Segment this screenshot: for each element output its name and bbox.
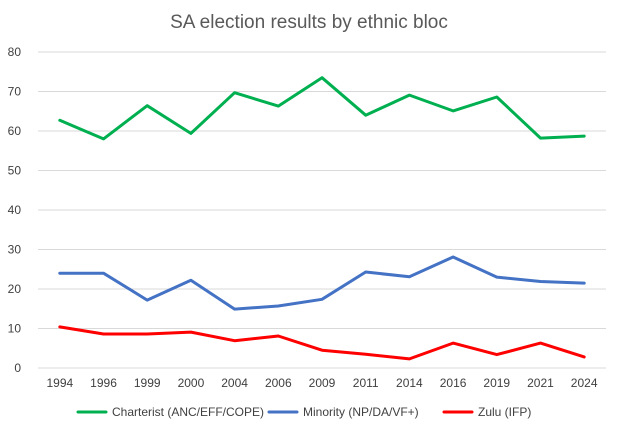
series-lines bbox=[58, 76, 586, 361]
data-point bbox=[408, 275, 411, 278]
x-tick-label: 2004 bbox=[221, 376, 248, 390]
x-tick-label: 2016 bbox=[440, 376, 467, 390]
data-point bbox=[233, 339, 236, 342]
x-tick-label: 2011 bbox=[353, 376, 379, 390]
x-tick-label: 1994 bbox=[46, 376, 73, 390]
y-tick-label: 10 bbox=[8, 322, 22, 336]
data-point bbox=[102, 332, 105, 336]
data-point bbox=[495, 353, 498, 356]
data-point bbox=[58, 119, 62, 122]
data-point bbox=[408, 357, 411, 361]
series-line bbox=[58, 76, 586, 141]
data-point bbox=[320, 298, 324, 301]
legend: Charterist (ANC/EFF/COPE) Minority (NP/DA… bbox=[76, 405, 531, 419]
legend-item: Charterist (ANC/EFF/COPE) bbox=[76, 405, 264, 419]
x-axis-ticks: 1994 1996 1999 2000 2004 2006 2009 2011 2014 2016… bbox=[46, 376, 597, 390]
data-point bbox=[277, 104, 280, 108]
x-tick-label: 1996 bbox=[90, 376, 117, 390]
y-tick-label: 40 bbox=[8, 203, 22, 217]
legend-label: Zulu (IFP) bbox=[478, 405, 531, 419]
x-tick-label: 2024 bbox=[571, 376, 598, 390]
data-point bbox=[189, 279, 193, 282]
data-point bbox=[364, 352, 367, 356]
data-point bbox=[146, 298, 149, 302]
data-point bbox=[582, 134, 586, 138]
gridlines bbox=[38, 51, 606, 369]
data-point bbox=[102, 272, 105, 275]
data-point bbox=[495, 275, 498, 279]
series-line bbox=[58, 325, 586, 361]
chart-title: SA election results by ethnic bloc bbox=[170, 12, 448, 33]
data-point bbox=[364, 114, 367, 117]
x-tick-label: 2019 bbox=[483, 376, 510, 390]
data-point bbox=[582, 281, 586, 285]
data-point bbox=[539, 341, 542, 345]
legend-label: Charterist (ANC/EFF/COPE) bbox=[112, 405, 264, 419]
data-point bbox=[146, 332, 149, 336]
y-tick-label: 50 bbox=[8, 164, 22, 178]
data-point bbox=[102, 137, 105, 141]
data-point bbox=[582, 355, 586, 359]
x-tick-label: 2000 bbox=[178, 376, 205, 390]
data-point bbox=[233, 307, 236, 311]
data-point bbox=[146, 104, 149, 107]
x-tick-label: 1999 bbox=[134, 376, 161, 390]
x-tick-label: 2006 bbox=[265, 376, 292, 390]
data-point bbox=[320, 76, 324, 79]
legend-item: Minority (NP/DA/VF+) bbox=[267, 405, 419, 419]
data-point bbox=[451, 341, 455, 345]
y-tick-label: 20 bbox=[8, 282, 22, 296]
y-axis-ticks: 0 10 20 30 40 50 60 70 80 bbox=[8, 45, 22, 375]
data-point bbox=[320, 349, 324, 352]
data-point bbox=[539, 280, 542, 283]
data-point bbox=[495, 95, 498, 99]
y-tick-label: 60 bbox=[8, 124, 22, 138]
data-point bbox=[277, 334, 280, 338]
data-point bbox=[364, 270, 367, 274]
data-point bbox=[451, 109, 455, 113]
data-point bbox=[277, 304, 280, 308]
y-tick-label: 30 bbox=[8, 243, 22, 257]
y-tick-label: 0 bbox=[14, 361, 21, 375]
series-group bbox=[58, 76, 586, 141]
x-tick-label: 2009 bbox=[309, 376, 336, 390]
series-group bbox=[58, 325, 586, 361]
data-point bbox=[233, 91, 236, 94]
series-line bbox=[58, 255, 586, 311]
data-point bbox=[58, 272, 62, 275]
data-point bbox=[189, 330, 193, 334]
data-point bbox=[539, 136, 542, 140]
series-group bbox=[58, 255, 586, 311]
y-tick-label: 70 bbox=[8, 85, 22, 99]
x-tick-label: 2014 bbox=[396, 376, 423, 390]
x-tick-label: 2021 bbox=[527, 376, 554, 390]
data-point bbox=[58, 325, 62, 329]
data-point bbox=[451, 255, 455, 259]
data-point bbox=[408, 93, 411, 97]
legend-label: Minority (NP/DA/VF+) bbox=[303, 405, 419, 419]
y-tick-label: 80 bbox=[8, 45, 22, 59]
data-point bbox=[189, 132, 193, 135]
legend-item: Zulu (IFP) bbox=[442, 405, 531, 419]
